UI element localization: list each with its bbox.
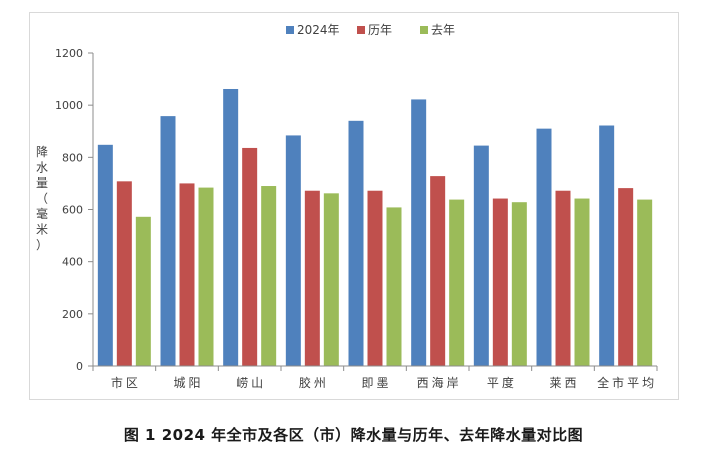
y-tick-label: 1200 xyxy=(55,47,83,60)
bar xyxy=(367,190,383,366)
legend-label: 去年 xyxy=(431,23,455,37)
y-axis-label-char: 量 xyxy=(36,176,48,190)
axes xyxy=(88,52,658,371)
bar xyxy=(285,135,301,366)
x-tick-label: 市区 xyxy=(111,375,141,390)
y-tick-label: 0 xyxy=(76,360,83,373)
bar xyxy=(304,190,320,366)
legend-item: 历年 xyxy=(357,23,392,37)
y-axis-label-char: 毫 xyxy=(36,206,48,221)
x-tick-label: 胶州 xyxy=(299,375,329,390)
y-axis-ticks: 0 200 400 600 800 1000 1200 xyxy=(55,47,83,373)
bar xyxy=(618,188,634,366)
bar xyxy=(599,125,615,367)
y-axis-label-char: 水 xyxy=(36,161,48,175)
bar xyxy=(386,207,402,366)
x-axis-labels: 市区 城阳 崂山 胶州 即墨 西海岸 平度 莱西 全市平均 xyxy=(111,375,657,390)
y-tick-label: 400 xyxy=(62,256,83,269)
x-tick-label: 即墨 xyxy=(361,376,391,390)
x-tick-label: 西海岸 xyxy=(417,375,462,390)
bar xyxy=(492,198,508,366)
y-axis-label-char: （ xyxy=(36,192,48,206)
legend-item: 2024年 xyxy=(286,23,340,37)
bar-chart: 2024年 历年 去年 降水量（毫米） 020040060080010001200 … xyxy=(36,23,658,390)
bar xyxy=(179,183,195,366)
x-tick-label: 崂山 xyxy=(236,376,266,390)
bar xyxy=(261,186,277,366)
bar xyxy=(511,202,527,366)
bar xyxy=(473,145,489,366)
bar xyxy=(637,199,653,366)
bar xyxy=(198,187,214,366)
bar xyxy=(348,120,364,366)
figure-caption: 图 1 2024 年全市及各区（市）降水量与历年、去年降水量对比图 xyxy=(123,426,584,444)
x-tick-label: 莱西 xyxy=(549,376,579,390)
y-tick-label: 200 xyxy=(62,308,83,321)
legend-swatch xyxy=(286,26,294,34)
y-axis-label-char: 米 xyxy=(36,223,48,237)
legend: 2024年 历年 去年 xyxy=(286,23,455,37)
x-tick-label: 全市平均 xyxy=(597,375,657,390)
bar xyxy=(411,99,427,366)
y-axis-label-char: ） xyxy=(36,238,48,252)
chart-frame: 2024年 历年 去年 降水量（毫米） 0 200 400 600 800 1000 1200 … xyxy=(29,12,679,400)
y-tick-label: 600 xyxy=(62,204,83,217)
legend-label: 2024年 xyxy=(297,23,340,37)
y-tick-label: 1000 xyxy=(55,99,83,112)
y-tick-label: 800 xyxy=(62,151,83,164)
legend-item: 去年 xyxy=(420,23,455,37)
x-tick-label: 平度 xyxy=(487,375,517,390)
legend-swatch xyxy=(420,26,428,34)
y-axis-label: 降水量 （毫米） xyxy=(36,145,48,252)
legend-swatch xyxy=(357,26,365,34)
x-tick-label: 城阳 xyxy=(173,376,203,390)
bar xyxy=(555,190,571,366)
bar xyxy=(430,176,446,366)
y-axis-label-char: 降 xyxy=(36,145,48,159)
legend-label: 历年 xyxy=(368,23,392,37)
bar xyxy=(574,198,590,366)
bar xyxy=(323,193,339,366)
bar xyxy=(97,144,113,366)
bar xyxy=(223,88,239,367)
bar xyxy=(160,116,176,366)
bar xyxy=(135,216,151,366)
bar xyxy=(116,181,132,366)
bar xyxy=(242,147,258,366)
bars xyxy=(97,88,653,367)
bar xyxy=(536,128,552,366)
bar xyxy=(449,199,465,366)
